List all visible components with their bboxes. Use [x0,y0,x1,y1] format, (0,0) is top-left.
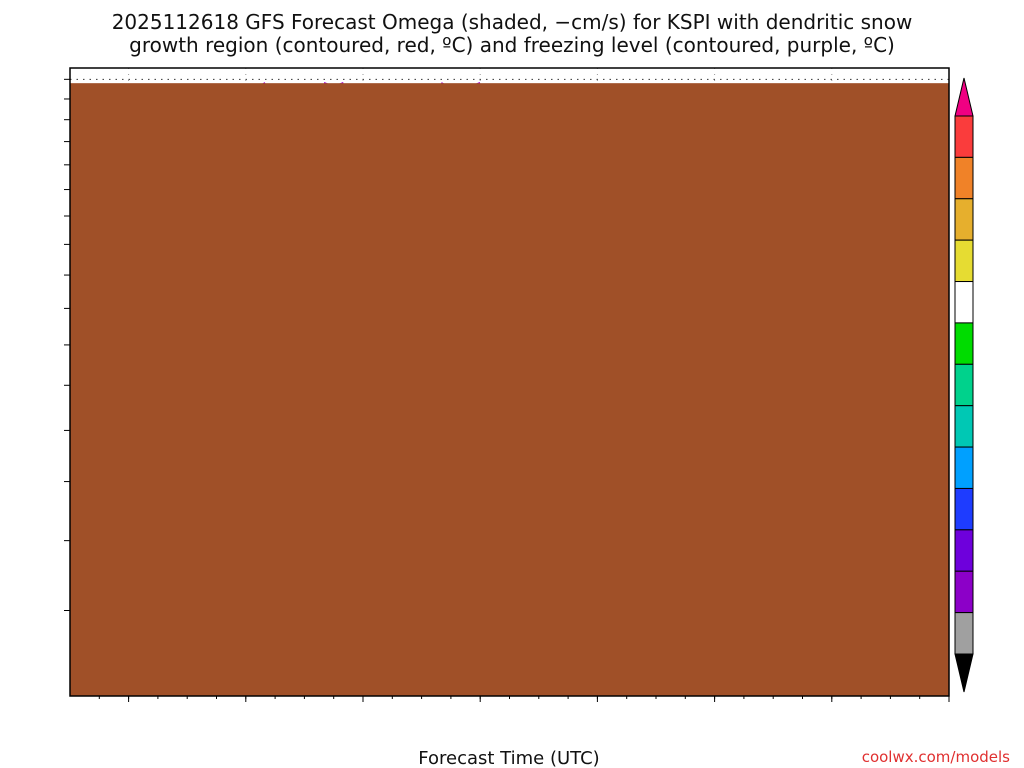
source-credit[interactable]: coolwx.com/models [862,748,1010,766]
pressure-axis [64,78,70,612]
colorbar-box-6 [954,363,974,407]
ground-below-surface [70,83,949,696]
colorbar-box-7 [954,405,974,448]
colorbar-box-12 [954,612,974,655]
colorbar-box-1 [954,156,974,200]
chart-title-line-1: 2025112618 GFS Forecast Omega (shaded, −… [112,10,913,34]
colorbar-max-arrow [954,77,974,117]
x-axis-title: Forecast Time (UTC) [418,748,599,768]
time-axis [98,696,950,702]
colorbar-box-10 [954,529,974,572]
colorbar-min-arrow [954,653,974,693]
colorbar-box-2 [954,198,974,241]
colorbar-box-8 [954,446,974,489]
colorbar-box-0 [954,115,974,158]
chart-title-line-2: growth region (contoured, red, ºC) and f… [129,33,895,57]
colorbar [954,77,974,693]
colorbar-box-5 [954,322,974,365]
colorbar-box-11 [954,570,974,614]
colorbar-box-9 [954,487,974,531]
colorbar-box-3 [954,239,974,283]
colorbar-box-4 [954,281,974,324]
plot-area [69,67,950,697]
